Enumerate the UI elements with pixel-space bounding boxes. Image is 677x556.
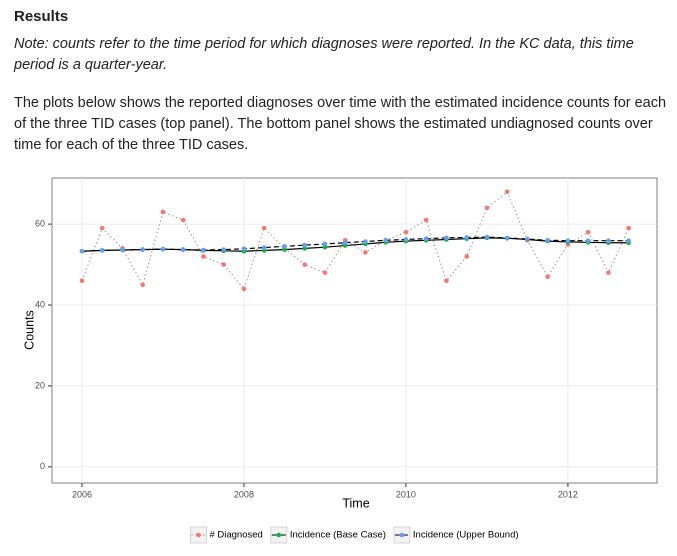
- data-point: [606, 270, 611, 275]
- data-point: [545, 237, 550, 243]
- data-point: [342, 240, 348, 246]
- data-point: [464, 235, 469, 240]
- x-tick-label: 2006: [72, 489, 92, 499]
- legend-label: # Diagnosed: [209, 530, 262, 541]
- data-point: [160, 209, 166, 215]
- data-point: [626, 238, 631, 243]
- y-axis-label: Counts: [22, 310, 36, 350]
- legend-item: # Diagnosed: [190, 526, 263, 544]
- data-point: [160, 246, 166, 252]
- data-point: [403, 229, 409, 235]
- legend-key-point: [399, 532, 405, 538]
- data-point: [545, 274, 550, 280]
- data-point: [180, 217, 186, 223]
- x-tick-label: 2008: [234, 489, 254, 499]
- series-line: [81, 190, 630, 290]
- x-tick-label: 2012: [558, 489, 578, 499]
- data-point: [363, 239, 368, 244]
- data-point: [140, 247, 146, 252]
- x-axis-label: Time: [342, 496, 369, 510]
- data-point: [79, 278, 85, 284]
- data-point: [302, 246, 307, 251]
- data-point: [363, 250, 368, 255]
- data-point: [322, 241, 328, 247]
- legend: # Diagnosed Incidence (Base Case) Incidenc…: [190, 526, 519, 544]
- y-tick-label: 20: [35, 380, 45, 390]
- data-point: [261, 225, 267, 231]
- data-point: [444, 235, 449, 241]
- data-point: [302, 262, 307, 267]
- data-point: [241, 246, 247, 252]
- data-point: [504, 189, 510, 195]
- data-point: [322, 244, 328, 250]
- y-tick-label: 40: [35, 299, 45, 309]
- data-point: [423, 236, 429, 241]
- data-point: [140, 282, 146, 288]
- data-point: [180, 247, 186, 252]
- data-point: [606, 238, 611, 243]
- data-point: [241, 286, 247, 292]
- data-point: [99, 225, 105, 231]
- data-point: [302, 242, 307, 248]
- data-point: [484, 205, 490, 211]
- data-point: [383, 237, 388, 243]
- x-tick-label: 2010: [396, 489, 416, 499]
- paragraph: The plots below shows the reported diagn…: [14, 95, 667, 153]
- legend-label: Incidence (Upper Bound): [413, 530, 519, 541]
- data-point: [282, 244, 287, 249]
- data-point: [585, 229, 591, 235]
- data-point: [79, 248, 85, 254]
- data-point: [221, 262, 227, 267]
- data-point: [221, 247, 227, 252]
- chart: Time Counts 0 20 40 60 2006 2008 2010 2012 # Dia…: [22, 177, 658, 544]
- data-point: [504, 235, 510, 241]
- data-point: [322, 270, 328, 275]
- data-point: [423, 217, 429, 223]
- y-tick-label: 60: [35, 218, 45, 228]
- data-point: [484, 234, 490, 240]
- heading: Results: [14, 8, 69, 25]
- y-tick-label: 0: [40, 461, 45, 471]
- series-line: [81, 236, 629, 252]
- legend-item: Incidence (Base Case): [270, 526, 386, 544]
- data-point: [261, 245, 267, 250]
- legend-key-point: [276, 532, 282, 538]
- note: Note: counts refer to the time period fo…: [14, 36, 634, 73]
- data-point: [565, 238, 571, 243]
- data-point: [464, 254, 469, 259]
- data-point: [585, 238, 591, 243]
- data-point: [120, 247, 125, 253]
- data-point: [282, 247, 287, 252]
- data-point: [626, 225, 631, 231]
- legend-key-point: [196, 532, 201, 538]
- data-point: [525, 236, 530, 242]
- data-point: [444, 278, 449, 284]
- legend-label: Incidence (Base Case): [290, 530, 386, 541]
- data-point: [201, 254, 206, 259]
- legend-item: Incidence (Upper Bound): [393, 526, 519, 544]
- data-point: [99, 248, 105, 253]
- plot-panel: [51, 177, 658, 484]
- data-point: [403, 237, 409, 242]
- data-point: [201, 247, 206, 253]
